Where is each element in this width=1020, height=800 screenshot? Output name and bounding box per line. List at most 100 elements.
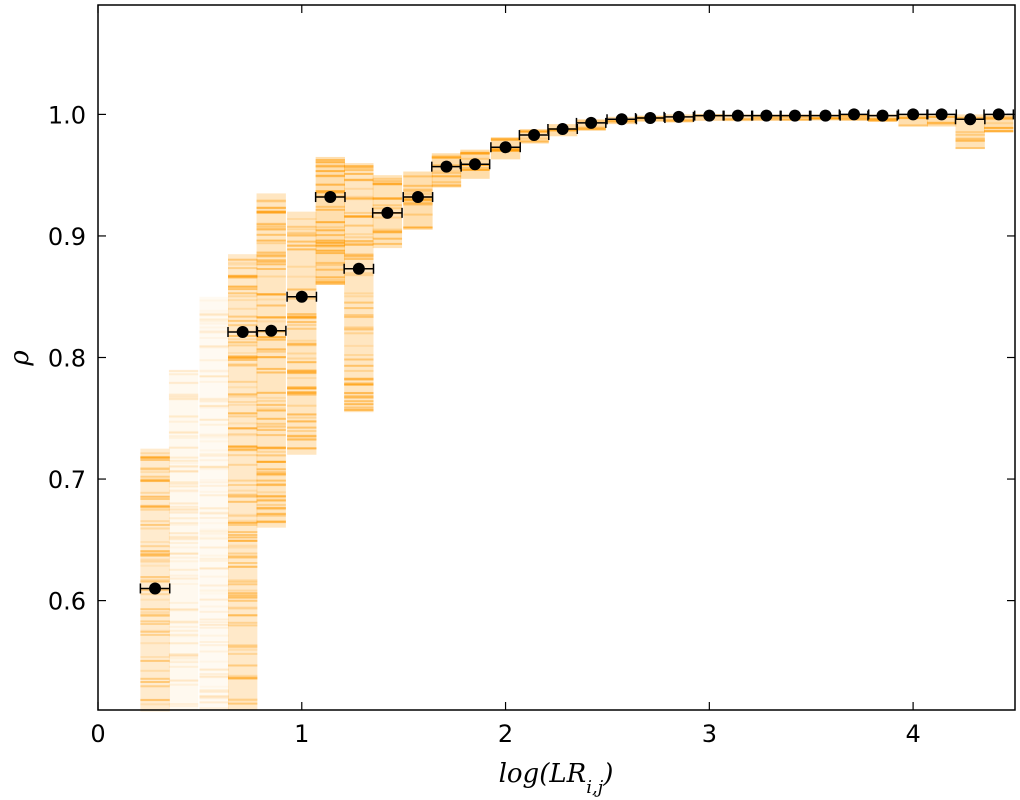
band-stripe: [344, 256, 374, 258]
band-stripe: [287, 434, 317, 437]
band-stripe: [228, 544, 258, 547]
data-point-29: [992, 108, 1005, 121]
band-stripe: [344, 328, 374, 331]
band-stripe: [344, 166, 374, 169]
band-stripe: [287, 316, 317, 319]
band-stripe: [199, 593, 228, 595]
band-stripe: [287, 265, 317, 268]
band-stripe: [228, 556, 258, 559]
band-0: [140, 448, 170, 712]
band-stripe: [315, 276, 345, 279]
band-stripe: [256, 260, 286, 263]
band-stripe: [199, 465, 229, 468]
band-stripe: [344, 167, 374, 169]
band-stripe: [344, 236, 374, 239]
band-stripe: [168, 459, 199, 462]
band-stripe: [199, 418, 229, 421]
data-point-9: [411, 191, 424, 204]
band-stripe: [168, 430, 199, 433]
band-stripe: [431, 156, 462, 159]
band-stripe: [199, 696, 229, 699]
band-stripe: [199, 673, 229, 676]
band-stripe: [140, 495, 170, 498]
band-stripe: [199, 313, 229, 316]
band-stripe: [228, 258, 258, 261]
data-points: [149, 108, 1005, 595]
band-stripe: [984, 130, 1014, 133]
band-stripe: [256, 371, 286, 374]
band-stripe: [256, 233, 286, 236]
band-stripe: [140, 455, 170, 458]
band-stripe: [344, 240, 374, 243]
band-stripe: [228, 341, 258, 344]
band-1: [168, 369, 199, 710]
band-stripe: [287, 435, 317, 438]
band-stripe: [140, 459, 170, 461]
band-stripe: [199, 512, 229, 515]
band-stripe: [168, 705, 199, 707]
band-stripe: [256, 199, 286, 202]
band-stripe: [140, 629, 170, 632]
band-stripe: [168, 654, 199, 657]
band-stripe: [199, 404, 229, 407]
band-stripe: [431, 175, 462, 178]
data-point-21: [760, 109, 773, 122]
band-stripe: [344, 409, 374, 412]
band-stripe: [199, 370, 229, 373]
band-stripe: [199, 689, 229, 692]
band-stripe: [168, 620, 199, 623]
band-stripe: [287, 369, 317, 372]
data-point-23: [819, 109, 832, 122]
band-stripe: [287, 430, 317, 432]
band-stripe: [228, 267, 258, 270]
band-stripe: [315, 239, 345, 242]
band-stripe: [140, 480, 170, 483]
band-stripe: [256, 211, 286, 214]
band-stripe: [256, 484, 286, 487]
band-stripe: [287, 393, 317, 396]
band-stripe: [199, 320, 229, 323]
band-stripe: [228, 594, 258, 597]
band-stripe: [256, 403, 286, 406]
band-stripe: [168, 370, 199, 372]
band-stripe: [228, 539, 258, 542]
band-stripe: [228, 445, 258, 448]
band-stripe: [490, 139, 521, 141]
band-stripe: [403, 226, 433, 229]
data-point-12: [499, 141, 512, 154]
band-stripe: [315, 281, 345, 284]
band-stripe: [403, 188, 433, 191]
band-stripe: [199, 314, 229, 317]
band-stripe: [199, 529, 228, 531]
band-stripe: [140, 504, 170, 507]
band-stripe: [199, 537, 229, 540]
band-stripe: [344, 215, 374, 218]
data-point-10: [440, 160, 453, 173]
band-stripe: [460, 152, 490, 155]
band-stripe: [168, 552, 199, 555]
x-tick-label: 3: [702, 720, 717, 748]
band-stripe: [955, 147, 985, 150]
band-stripe: [344, 392, 374, 395]
band-stripe: [431, 155, 462, 158]
band-stripe: [228, 495, 258, 498]
band-stripe: [199, 359, 229, 362]
band-stripe: [228, 364, 258, 367]
band-stripe: [199, 507, 229, 509]
band-stripe: [228, 534, 258, 536]
band-stripe: [372, 242, 403, 245]
band-stripe: [287, 369, 317, 372]
band-stripe: [168, 437, 199, 439]
band-3: [228, 254, 258, 710]
band-stripe: [168, 532, 199, 535]
band-stripe: [256, 298, 286, 301]
band-stripe: [199, 668, 229, 671]
band-stripe: [228, 261, 258, 264]
band-stripe: [199, 557, 229, 560]
band-stripe: [140, 508, 170, 511]
band-fill: [228, 254, 258, 710]
band-stripe: [287, 234, 317, 237]
band-stripe: [199, 701, 229, 704]
band-stripe: [228, 555, 258, 558]
band-stripe: [199, 511, 229, 514]
